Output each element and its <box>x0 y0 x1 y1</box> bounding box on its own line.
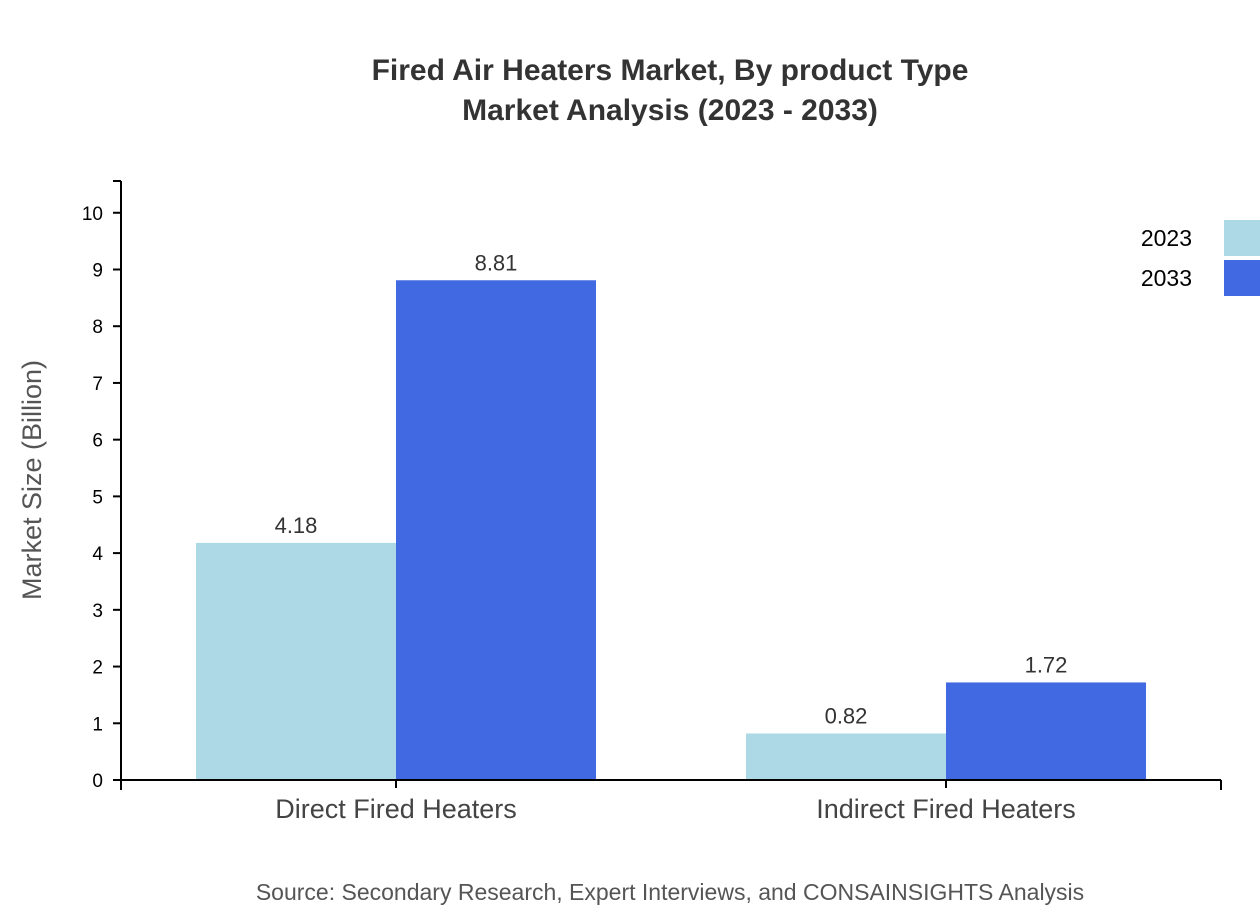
y-tick-label: 9 <box>92 260 103 281</box>
chart-title-line1: Fired Air Heaters Market, By product Typ… <box>372 54 969 87</box>
y-tick-label: 1 <box>92 714 103 735</box>
y-tick-label: 5 <box>92 487 103 508</box>
y-axis-label: Market Size (Billion) <box>17 360 47 600</box>
x-tick-label: Indirect Fired Heaters <box>816 794 1076 824</box>
y-tick-label: 10 <box>82 204 103 225</box>
y-tick-label: 0 <box>92 771 103 792</box>
y-tick-label: 7 <box>92 374 103 395</box>
y-tick-label: 8 <box>92 317 103 338</box>
source-note: Source: Secondary Research, Expert Inter… <box>256 879 1084 905</box>
data-label: 0.82 <box>825 703 868 728</box>
bar-2023-0 <box>196 542 396 780</box>
y-tick-label: 6 <box>92 431 103 452</box>
data-label: 8.81 <box>475 250 518 275</box>
x-tick-label: Direct Fired Heaters <box>275 794 517 824</box>
legend-label-2023: 2023 <box>1141 225 1192 251</box>
data-label: 4.18 <box>275 513 318 538</box>
y-tick-label: 2 <box>92 658 103 679</box>
bar-2033-0 <box>396 280 596 780</box>
y-tick-label: 4 <box>92 544 103 565</box>
legend-swatch-2033 <box>1224 260 1260 296</box>
chart-title-line2: Market Analysis (2023 - 2033) <box>462 94 878 127</box>
data-label: 1.72 <box>1025 652 1068 677</box>
bar-2023-1 <box>746 733 946 780</box>
bar-2033-1 <box>946 682 1146 780</box>
legend-swatch-2023 <box>1224 220 1260 256</box>
y-tick-label: 3 <box>92 601 103 622</box>
legend-label-2033: 2033 <box>1141 265 1192 291</box>
